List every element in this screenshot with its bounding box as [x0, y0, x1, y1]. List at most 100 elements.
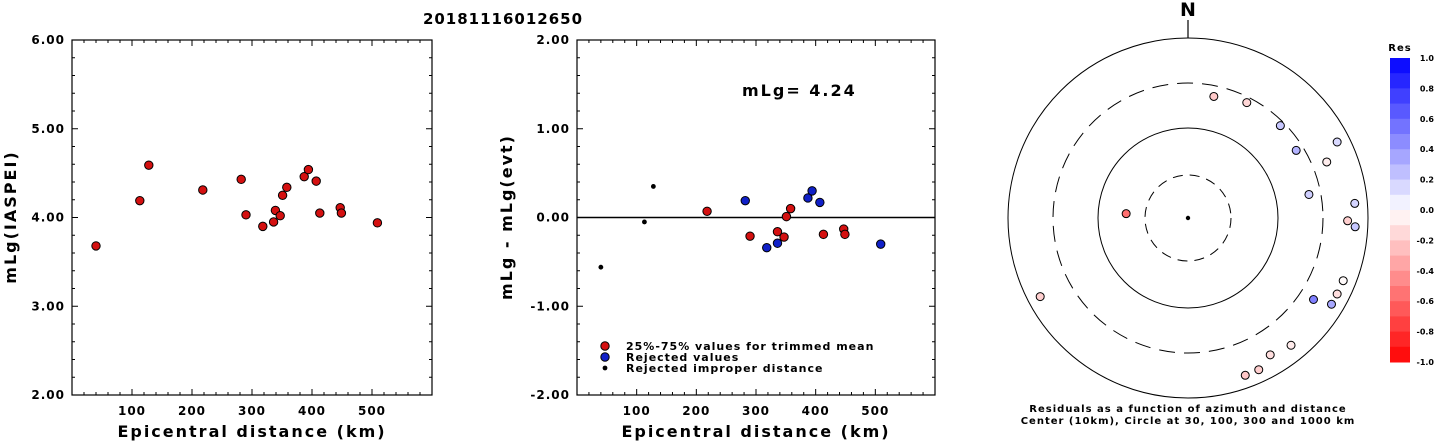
plot-frame [71, 39, 433, 396]
residual-point [1265, 350, 1275, 360]
rejected-point [876, 239, 886, 249]
colorbar-cell [1390, 103, 1410, 120]
colorbar-cell [1390, 118, 1410, 135]
accepted-point [840, 229, 850, 240]
x-tick-label: 400 [802, 404, 830, 418]
colorbar-cell [1390, 179, 1410, 196]
colorbar-tick-label: -0.6 [1417, 297, 1435, 306]
center-dot [1185, 215, 1191, 221]
y-tick-label: 2.00 [31, 388, 65, 402]
accepted-point [745, 231, 755, 241]
colorbar-cell [1390, 346, 1410, 363]
magnitude-annotation: mLg= 4.24 [742, 81, 857, 100]
circle-30km [1144, 174, 1232, 262]
colorbar-cell [1390, 225, 1410, 241]
residual-point [1332, 137, 1342, 147]
improper-distance-point [650, 184, 656, 189]
legend-label: 25%-75% values for trimmed mean [626, 340, 874, 353]
residual-point [1275, 121, 1285, 131]
residual-point [1291, 145, 1301, 155]
colorbar-tick-label: 1.0 [1420, 54, 1435, 63]
accepted-point [785, 203, 796, 214]
colorbar-cell [1390, 134, 1410, 150]
improper-distance-point [598, 264, 604, 270]
colorbar-cell [1390, 164, 1410, 181]
data-point [275, 211, 285, 221]
data-point [91, 241, 101, 251]
north-label: N [1180, 0, 1196, 21]
x-tick-label: 300 [742, 404, 770, 418]
data-point [135, 195, 145, 206]
y-tick-label: 2.00 [536, 33, 570, 47]
rejected-point [803, 193, 813, 203]
residual-point [1350, 222, 1360, 232]
rejected-point [815, 197, 825, 208]
rejected-point [807, 186, 817, 196]
colorbar-title: Res [1388, 43, 1411, 54]
axis-ticks: 100 200 300 400 500 2.00 3.00 4.00 5.00 6.00 [31, 33, 432, 418]
figure-title: 20181116012650 [423, 10, 583, 28]
colorbar-cell [1390, 316, 1410, 333]
x-tick-label: 100 [623, 404, 651, 418]
data-points [91, 160, 383, 251]
colorbar-tick-label: -0.2 [1417, 236, 1435, 245]
data-point [311, 176, 321, 186]
residual-vs-distance-plot: 100 200 300 400 500 -2.00 -1.00 0.00 1.00 2.00 mL… [497, 33, 936, 441]
colorbar-cell [1390, 58, 1410, 74]
accepted-point [772, 227, 783, 237]
residual-point [1121, 209, 1131, 219]
x-tick-label: 400 [298, 404, 326, 418]
residual-point [1322, 157, 1332, 167]
colorbar-tick-label: -1.0 [1417, 358, 1435, 367]
residual-point [1209, 91, 1219, 101]
data-point [198, 185, 208, 195]
residual-point [1286, 340, 1296, 350]
colorbar-tick-label: -0.4 [1417, 267, 1435, 276]
colorbar-cell [1390, 286, 1410, 302]
y-tick-label: 6.00 [31, 33, 65, 47]
y-axis-label: mLg(IASPEI) [1, 150, 20, 283]
colorbar-ticks: 1.0 0.8 0.6 0.4 0.2 0.0 -0.2 -0.4 -0.6 -0.8 -1.0 [1417, 54, 1435, 367]
residual-point [1332, 289, 1342, 299]
colorbar-cell [1390, 149, 1410, 165]
y-tick-label: 5.00 [31, 122, 65, 136]
legend-marker [602, 365, 608, 371]
y-tick-label: -2.00 [530, 388, 570, 402]
data-point [258, 221, 268, 232]
legend-label: Rejected values [626, 351, 739, 364]
data-point [372, 218, 383, 228]
azimuth-residual-map: N Residuals as a function of azimuth and… [1007, 0, 1369, 427]
legend-label: Rejected improper distance [626, 362, 823, 375]
data-point [277, 190, 288, 201]
rejected-point [772, 238, 783, 248]
data-point [315, 208, 325, 218]
residual-point [1309, 295, 1319, 305]
data-points [598, 184, 886, 270]
colorbar-cells [1390, 58, 1410, 363]
data-point [268, 217, 279, 227]
colorbar-tick-label: 0.4 [1420, 145, 1435, 154]
colorbar-cell [1390, 270, 1410, 287]
caption-line-1: Residuals as a function of azimuth and d… [1029, 404, 1346, 415]
x-axis-label: Epicentral distance (km) [117, 422, 386, 441]
residual-point [1035, 292, 1045, 302]
colorbar-cell [1390, 210, 1410, 226]
legend-marker [600, 341, 610, 351]
colorbar-cell [1390, 73, 1410, 89]
accepted-point [779, 232, 789, 242]
residual-point [1326, 299, 1336, 309]
y-tick-label: 4.00 [31, 211, 65, 225]
magnitude-vs-distance-plot: 100 200 300 400 500 2.00 3.00 4.00 5.00 6.00 Epic… [1, 33, 433, 441]
y-tick-label: -1.00 [530, 299, 570, 313]
data-point [303, 164, 314, 175]
data-point [144, 160, 154, 170]
residual-point [1240, 370, 1250, 380]
x-tick-label: 100 [118, 404, 146, 418]
colorbar-cell [1390, 331, 1410, 348]
y-tick-label: 0.00 [536, 211, 570, 225]
x-tick-label: 200 [682, 404, 710, 418]
rejected-point [740, 195, 750, 206]
accepted-point [781, 211, 792, 222]
colorbar-cell [1390, 255, 1410, 272]
